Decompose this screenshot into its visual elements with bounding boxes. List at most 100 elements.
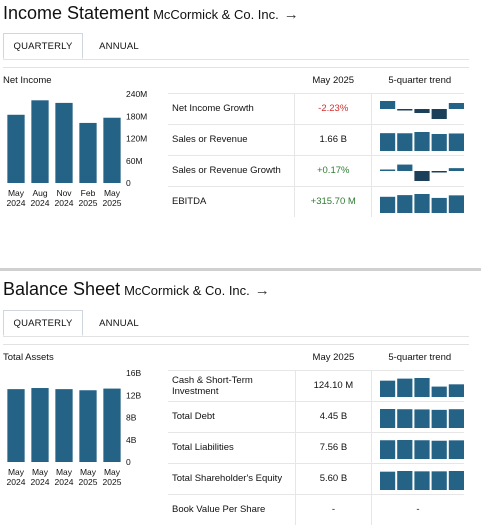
sparkline-bar — [397, 164, 413, 171]
metric-value: 5.60 B — [294, 462, 372, 494]
company-name: McCormick & Co. Inc. — [124, 283, 250, 298]
sparkline-bar — [414, 193, 430, 213]
metric-value: - — [294, 493, 372, 525]
x-tick-label: May — [56, 467, 73, 477]
trend-cell — [371, 431, 464, 463]
chart-bar — [103, 117, 121, 183]
table-row[interactable]: Cash & Short-Term Investment 124.10 M — [168, 369, 464, 401]
y-tick-label: 4B — [126, 435, 137, 445]
chart-bar — [79, 122, 97, 183]
trend-cell — [371, 185, 464, 217]
y-tick-label: 120M — [126, 134, 147, 144]
metric-name: EBITDA — [168, 185, 295, 217]
trend-cell — [371, 123, 464, 155]
sparkline-bar — [379, 380, 396, 397]
x-tick-label: May — [8, 188, 25, 198]
sparkline-bar — [431, 470, 447, 490]
sparkline-bar — [397, 194, 413, 213]
metric-value: 4.45 B — [294, 400, 372, 432]
chart-bar — [55, 389, 73, 462]
income-statement-header[interactable]: Income Statement McCormick & Co. Inc. → — [3, 3, 299, 24]
tab-annual[interactable]: ANNUAL — [99, 317, 139, 329]
trend-header: 5-quarter trend — [388, 74, 452, 86]
x-tick-label: May — [104, 467, 121, 477]
sparkline-bar — [431, 440, 447, 459]
tab-annual[interactable]: ANNUAL — [99, 40, 139, 52]
chart-bar — [31, 100, 49, 183]
metric-name: Total Liabilities — [168, 431, 296, 463]
metric-header — [168, 345, 295, 370]
balance-sheet-header[interactable]: Balance Sheet McCormick & Co. Inc. → — [3, 279, 270, 300]
metric-value: 124.10 M — [294, 369, 372, 401]
arrow-right-icon[interactable]: → — [283, 6, 299, 23]
x-tick-year: 2024 — [31, 198, 50, 208]
chart-title: Total Assets — [3, 352, 54, 363]
sparkline-bar — [448, 383, 464, 397]
period-header: May 2025 — [312, 351, 355, 363]
x-tick-year: 2025 — [103, 198, 122, 208]
x-tick-year: 2024 — [7, 198, 26, 208]
sparkline — [379, 439, 464, 459]
sparkline-bar — [379, 439, 396, 459]
sparkline — [379, 408, 464, 428]
metric-name: Net Income Growth — [168, 92, 295, 124]
sparkline-bar — [414, 131, 430, 151]
divider — [3, 67, 469, 68]
balance-table: May 2025 5-quarter trend Cash & Short-Te… — [168, 345, 464, 525]
period-header: May 2025 — [312, 74, 355, 86]
net-income-chart: 060M120M180M240MMay2024Aug2024Nov2024Feb… — [7, 89, 148, 208]
sparkline-bar — [448, 102, 464, 109]
x-tick-label: Nov — [56, 188, 72, 198]
metric-name: Cash & Short-Term Investment — [168, 369, 296, 401]
section-title: Balance Sheet — [3, 279, 121, 299]
sparkline — [379, 164, 464, 181]
table-row[interactable]: Sales or Revenue Growth +0.17% — [168, 154, 464, 186]
sparkline-bar — [414, 170, 430, 181]
balance-sheet-section: Balance Sheet McCormick & Co. Inc. → QUA… — [0, 268, 481, 525]
y-tick-label: 16B — [126, 368, 141, 378]
trend-cell — [371, 400, 464, 432]
trend-cell — [371, 462, 464, 494]
chart-bar — [103, 388, 121, 462]
x-tick-year: 2024 — [55, 198, 74, 208]
table-row[interactable]: Total Liabilities 7.56 B — [168, 431, 464, 463]
chart-bar — [55, 102, 73, 183]
table-row[interactable]: Net Income Growth -2.23% — [168, 92, 464, 124]
x-tick-year: 2024 — [55, 477, 74, 487]
table-row[interactable]: EBITDA +315.70 M — [168, 185, 464, 217]
chart-title: Net Income — [3, 75, 52, 86]
sparkline-bar — [431, 170, 447, 172]
sparkline-bar — [431, 133, 447, 151]
y-tick-label: 60M — [126, 156, 143, 166]
sparkline-bar — [379, 169, 396, 171]
chart-bar — [31, 388, 49, 462]
table-row[interactable]: Book Value Per Share - - — [168, 493, 464, 525]
x-tick-label: May — [32, 467, 49, 477]
sparkline-bar — [448, 167, 464, 171]
sparkline-bar — [397, 108, 413, 110]
sparkline-bar — [431, 108, 447, 119]
x-tick-year: 2024 — [31, 477, 50, 487]
x-tick-label: May — [80, 467, 97, 477]
table-row[interactable]: Sales or Revenue 1.66 B — [168, 123, 464, 155]
x-tick-label: Feb — [81, 188, 96, 198]
sparkline-bar — [414, 439, 430, 459]
sparkline-bar — [397, 378, 413, 397]
sparkline-bar — [414, 408, 430, 428]
chart-bar — [79, 390, 97, 462]
sparkline-bar — [431, 409, 447, 428]
sparkline-bar — [397, 132, 413, 151]
arrow-right-icon[interactable]: → — [254, 282, 270, 299]
table-row[interactable]: Total Shareholder's Equity 5.60 B — [168, 462, 464, 494]
metric-header — [168, 68, 295, 93]
sparkline-bar — [379, 100, 396, 109]
table-row[interactable]: Total Debt 4.45 B — [168, 400, 464, 432]
metric-value: -2.23% — [294, 92, 372, 124]
tab-quarterly[interactable]: QUARTERLY — [3, 310, 83, 336]
tab-quarterly[interactable]: QUARTERLY — [3, 33, 83, 59]
metric-value: +0.17% — [294, 154, 372, 186]
sparkline-bar — [448, 470, 464, 490]
sparkline-bar — [448, 439, 464, 459]
x-tick-year: 2025 — [79, 198, 98, 208]
divider — [3, 344, 469, 345]
